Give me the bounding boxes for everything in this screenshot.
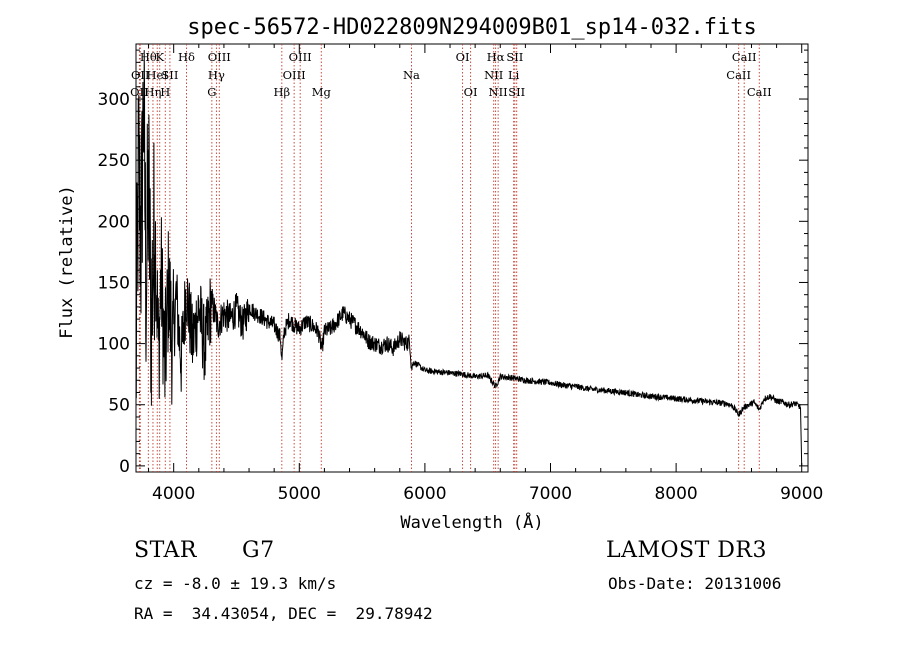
- line-label-nii: NII: [489, 85, 508, 99]
- spectrum-series: [135, 50, 803, 466]
- line-label-hη: Hη: [144, 85, 161, 99]
- line-label-oi: OI: [456, 50, 470, 64]
- line-label-caii: CaII: [732, 50, 757, 64]
- line-label-hγ: Hγ: [208, 68, 225, 82]
- line-label-hα: Hα: [487, 50, 505, 64]
- x-axis-label: Wavelength (Å): [400, 511, 543, 533]
- y-tick-label-100: 100: [98, 335, 130, 355]
- line-label-mg: Mg: [312, 85, 332, 99]
- y-tick-label-200: 200: [98, 212, 130, 232]
- line-label-h: H: [160, 85, 170, 99]
- y-tick-label-150: 150: [98, 273, 130, 293]
- line-label-na: Na: [403, 68, 420, 82]
- redshift-velocity: cz = -8.0 ± 19.3 km/s: [134, 574, 337, 593]
- x-tick-label-4000: 4000: [152, 484, 195, 504]
- plot-border: [135, 43, 809, 473]
- line-label-hδ: Hδ: [178, 50, 195, 64]
- line-label-caii: CaII: [747, 85, 772, 99]
- survey-name: LAMOST DR3: [606, 538, 767, 563]
- line-label-sii: SII: [508, 85, 525, 99]
- line-label-hθ: Hθ: [140, 50, 157, 64]
- x-tick-label-5000: 5000: [278, 484, 321, 504]
- object-class: STAR: [134, 538, 197, 563]
- spectral-line-markers: [138, 44, 760, 472]
- spectral-line-labels: OIIOIIHθHηHeIKHSIIHδGHγOIIIHβOIIIOIIIMgN…: [130, 50, 772, 99]
- y-axis-ticks: 0 50 100 150 200 250 300: [98, 49, 808, 477]
- x-tick-label-6000: 6000: [403, 484, 446, 504]
- coordinates: RA = 34.43054, DEC = 29.78942: [134, 604, 433, 623]
- y-axis-label: Flux (relative): [57, 185, 77, 339]
- y-tick-label-50: 50: [108, 396, 130, 416]
- line-label-li: Li: [508, 68, 520, 82]
- plot-frame: [135, 43, 809, 473]
- y-tick-label-300: 300: [98, 90, 130, 110]
- x-tick-label-8000: 8000: [654, 484, 697, 504]
- line-label-sii: SII: [506, 50, 523, 64]
- line-label-oiii: OIII: [283, 68, 306, 82]
- line-label-oi: OI: [464, 85, 478, 99]
- line-label-oiii: OIII: [208, 50, 231, 64]
- line-label-nii: NII: [484, 68, 503, 82]
- line-label-hβ: Hβ: [273, 85, 290, 99]
- line-label-k: K: [155, 50, 164, 64]
- x-tick-label-7000: 7000: [529, 484, 572, 504]
- line-label-caii: CaII: [726, 68, 751, 82]
- line-label-sii: SII: [161, 68, 178, 82]
- line-label-hei: HeI: [147, 68, 168, 82]
- x-tick-label-9000: 9000: [780, 484, 823, 504]
- line-label-oiii: OIII: [289, 50, 312, 64]
- y-tick-label-0: 0: [119, 457, 130, 477]
- line-label-g: G: [207, 85, 216, 99]
- y-tick-label-250: 250: [98, 151, 130, 171]
- observation-date: Obs-Date: 20131006: [608, 574, 782, 593]
- chart-title: spec-56572-HD022809N294009B01_sp14-032.f…: [187, 15, 757, 40]
- object-subclass: G7: [242, 538, 275, 563]
- x-axis-ticks: 4000 5000 6000 7000 8000 9000: [148, 44, 823, 504]
